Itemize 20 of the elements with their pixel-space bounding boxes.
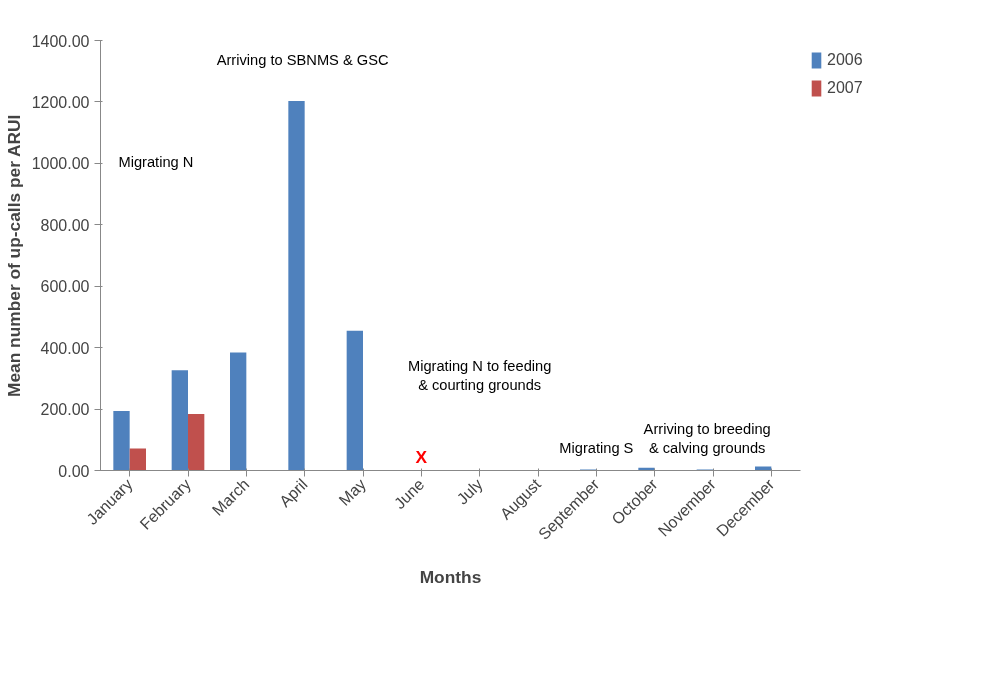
y-tick-label: 1400.00 <box>31 32 90 50</box>
y-tick-label: 1000.00 <box>31 155 90 173</box>
legend-label: 2007 <box>827 79 863 97</box>
y-tick-label: 200.00 <box>40 401 90 419</box>
annotation: Arriving to SBNMS & GSC <box>216 52 389 69</box>
y-tick-label: 1200.00 <box>31 93 90 111</box>
y-axis-title: Mean number of up-calls per ARUI <box>3 114 24 398</box>
legend-label: 2006 <box>827 51 863 69</box>
annotation: Arriving to breeding & calving grounds <box>643 420 771 456</box>
x-axis-title: Months <box>419 566 482 587</box>
x-tick-label: July <box>453 475 486 508</box>
annotation: Migrating N to feeding & courting grounds <box>407 357 552 394</box>
y-tick-label: 0.00 <box>58 462 90 480</box>
annotation: Migrating S <box>559 439 634 456</box>
annotation: X <box>415 446 428 467</box>
y-tick-label: 600.00 <box>40 278 90 296</box>
y-tick-label: 400.00 <box>40 339 90 357</box>
x-tick-label: May <box>335 475 370 509</box>
annotation: Migrating N <box>118 153 194 170</box>
y-tick-label: 800.00 <box>40 216 90 234</box>
